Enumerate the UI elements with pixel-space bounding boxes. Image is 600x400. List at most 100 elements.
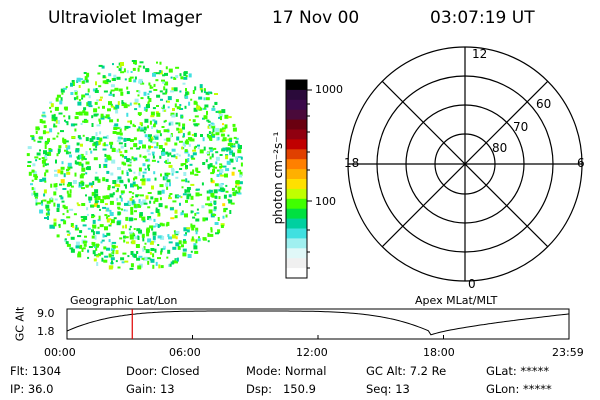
uv-pixel — [204, 217, 208, 221]
uv-pixel — [96, 262, 99, 266]
uv-pixel — [166, 158, 169, 163]
uv-pixel — [206, 119, 210, 122]
uv-pixel — [171, 87, 174, 91]
uv-pixel — [141, 216, 146, 221]
uv-pixel — [210, 227, 213, 231]
uv-pixel — [151, 86, 154, 89]
uv-pixel — [57, 132, 60, 135]
uv-pixel — [145, 249, 150, 254]
uv-pixel — [67, 233, 70, 236]
uv-pixel — [58, 224, 61, 227]
uv-pixel — [140, 129, 145, 132]
uv-pixel — [199, 149, 204, 154]
uv-pixel — [92, 224, 97, 229]
uv-pixel — [169, 134, 172, 138]
uv-pixel — [76, 161, 79, 165]
uv-pixel — [192, 169, 195, 173]
uv-pixel — [127, 200, 130, 205]
uv-pixel — [151, 185, 154, 190]
uv-pixel — [175, 230, 180, 234]
uv-pixel — [142, 171, 147, 174]
uv-pixel — [32, 171, 37, 175]
uv-pixel — [118, 88, 123, 92]
uv-pixel — [166, 179, 171, 183]
uv-pixel — [238, 145, 242, 149]
uv-pixel — [123, 137, 127, 142]
uv-pixel — [120, 62, 124, 66]
uv-pixel — [112, 78, 116, 81]
uv-pixel — [133, 203, 137, 208]
uv-pixel — [55, 119, 58, 124]
uv-pixel — [110, 248, 115, 252]
uv-pixel — [221, 127, 226, 130]
uv-pixel — [210, 192, 215, 197]
uv-pixel — [55, 183, 58, 187]
uv-pixel — [150, 115, 155, 118]
uv-pixel — [83, 107, 87, 111]
uv-pixel — [168, 164, 173, 168]
uv-pixel — [126, 158, 131, 163]
uv-pixel — [34, 196, 38, 199]
glon-value: GLon: ***** — [486, 382, 552, 396]
uv-pixel — [82, 240, 87, 244]
uv-pixel — [180, 196, 183, 199]
uv-pixel — [237, 192, 242, 195]
uv-pixel — [235, 180, 240, 185]
uv-pixel — [117, 207, 121, 210]
uv-pixel — [62, 213, 65, 216]
uv-pixel — [93, 258, 97, 262]
uv-pixel — [174, 142, 178, 146]
uv-pixel — [215, 232, 219, 235]
uv-pixel — [137, 94, 140, 97]
uv-pixel — [53, 218, 57, 222]
uv-pixel — [153, 171, 156, 175]
uv-pixel — [115, 250, 119, 255]
uv-pixel — [111, 260, 113, 265]
uv-pixel — [219, 169, 224, 173]
uv-pixel — [95, 88, 98, 90]
uv-pixel — [109, 119, 114, 123]
uv-pixel — [129, 217, 134, 221]
uv-pixel — [165, 177, 168, 179]
uv-pixel — [95, 231, 100, 235]
uv-pixel — [45, 169, 49, 173]
uv-pixel — [152, 253, 155, 258]
uv-pixel — [104, 214, 108, 217]
uv-pixel — [38, 158, 41, 160]
uv-pixel — [146, 227, 150, 230]
uv-pixel — [44, 180, 47, 183]
uv-pixel — [98, 64, 103, 67]
uv-pixel — [134, 108, 138, 111]
uv-pixel — [143, 131, 146, 134]
uv-pixel — [72, 180, 77, 184]
uv-pixel — [220, 223, 225, 227]
uv-pixel — [44, 217, 48, 219]
uv-pixel — [98, 215, 101, 220]
uv-pixel — [76, 77, 81, 82]
uv-pixel — [157, 235, 162, 239]
uv-pixel — [77, 135, 81, 139]
uv-pixel — [175, 122, 179, 125]
uv-pixel — [183, 227, 188, 232]
uv-pixel — [110, 219, 115, 224]
uv-pixel — [209, 156, 212, 160]
uv-pixel — [95, 81, 97, 86]
uv-pixel — [195, 123, 200, 126]
uv-pixel — [141, 257, 145, 260]
uv-pixel — [98, 164, 101, 169]
uv-pixel — [40, 200, 43, 204]
uv-pixel — [206, 110, 208, 115]
uv-pixel — [186, 229, 190, 233]
uv-pixel — [159, 197, 162, 201]
uv-pixel — [209, 201, 212, 204]
uv-pixel — [117, 136, 122, 140]
uv-pixel — [70, 248, 75, 253]
uv-pixel — [172, 234, 176, 239]
uv-pixel — [109, 200, 114, 205]
uv-pixel — [45, 153, 50, 156]
uv-pixel — [179, 202, 181, 206]
uv-pixel — [58, 112, 63, 115]
uv-pixel — [117, 211, 121, 216]
uv-pixel — [239, 171, 243, 176]
uv-pixel — [66, 230, 70, 233]
